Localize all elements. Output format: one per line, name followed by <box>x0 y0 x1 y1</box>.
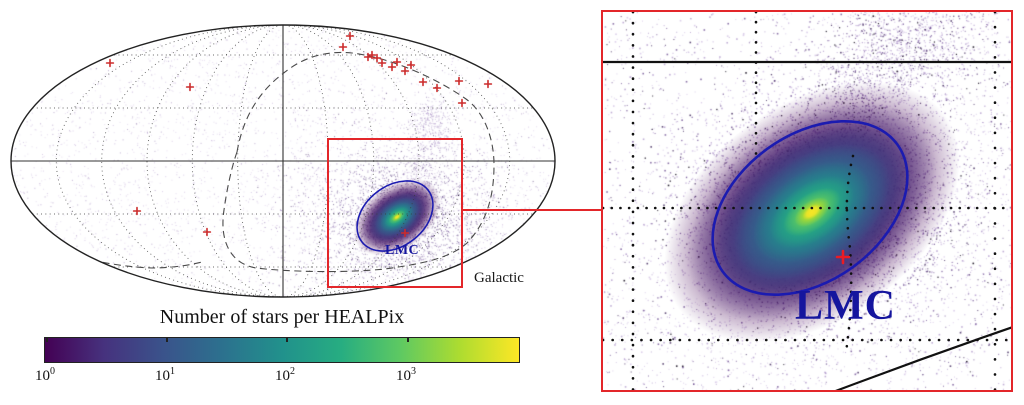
dashed-great-circle-west <box>57 250 203 269</box>
lmc-ellipse <box>356 180 434 252</box>
lmc-ellipse-inset <box>711 119 909 297</box>
map-edge-curve <box>835 326 1011 390</box>
cross-marker <box>345 31 355 41</box>
cross-marker <box>338 42 348 52</box>
cross-marker <box>406 60 416 70</box>
cross-marker <box>454 76 464 86</box>
colorbar-title: Number of stars per HEALPix <box>159 306 405 328</box>
inset-highlight-rect <box>327 138 463 288</box>
map-outline <box>10 24 556 298</box>
colorbar-tick-mark <box>166 338 168 342</box>
colorbar-tick-label: 102 <box>275 366 295 384</box>
cross-marker <box>387 62 397 72</box>
inset-density-canvas <box>603 12 1011 390</box>
cross-marker <box>483 79 493 89</box>
cross-marker <box>202 227 212 237</box>
cross-marker <box>185 82 195 92</box>
colorbar-section: Number of stars per HEALPix 100 101 102 103 <box>0 300 600 405</box>
cross-marker <box>457 98 467 108</box>
galactic-frame-label: Galactic <box>474 270 524 286</box>
graticule-group <box>11 25 555 297</box>
lmc-label-inset: LMC <box>795 283 896 329</box>
inset-connector-line <box>462 209 601 211</box>
colorbar-gradient <box>44 337 520 363</box>
sky-map-overlay-svg <box>10 24 556 298</box>
colorbar-tick-label: 101 <box>155 366 175 384</box>
cross-marker <box>418 77 428 87</box>
inset-panel: LMC <box>601 10 1013 392</box>
cross-marker <box>132 206 142 216</box>
cross-marker <box>377 58 387 68</box>
dashed-great-circle <box>222 51 495 273</box>
cross-markers-group <box>105 31 493 238</box>
cross-marker <box>372 53 382 63</box>
cross-marker-inset <box>835 249 851 265</box>
cross-marker <box>400 66 410 76</box>
cross-marker <box>392 57 402 67</box>
sky-map-panel: LMC Galactic <box>0 0 600 335</box>
colorbar-tick-mark <box>46 338 48 342</box>
sky-map-density-canvas <box>0 0 600 335</box>
cross-marker <box>105 58 115 68</box>
cross-marker <box>367 50 377 60</box>
cross-marker <box>432 83 442 93</box>
colorbar-tick-label: 103 <box>396 366 416 384</box>
colorbar-tick-mark <box>407 338 409 342</box>
colorbar-tick-label: 100 <box>35 366 55 384</box>
lmc-label: LMC <box>385 243 420 258</box>
meridian-arc-dotted <box>844 154 855 354</box>
inset-overlay-svg <box>603 12 1011 390</box>
cross-marker <box>400 228 410 238</box>
colorbar-tick-mark <box>286 338 288 342</box>
